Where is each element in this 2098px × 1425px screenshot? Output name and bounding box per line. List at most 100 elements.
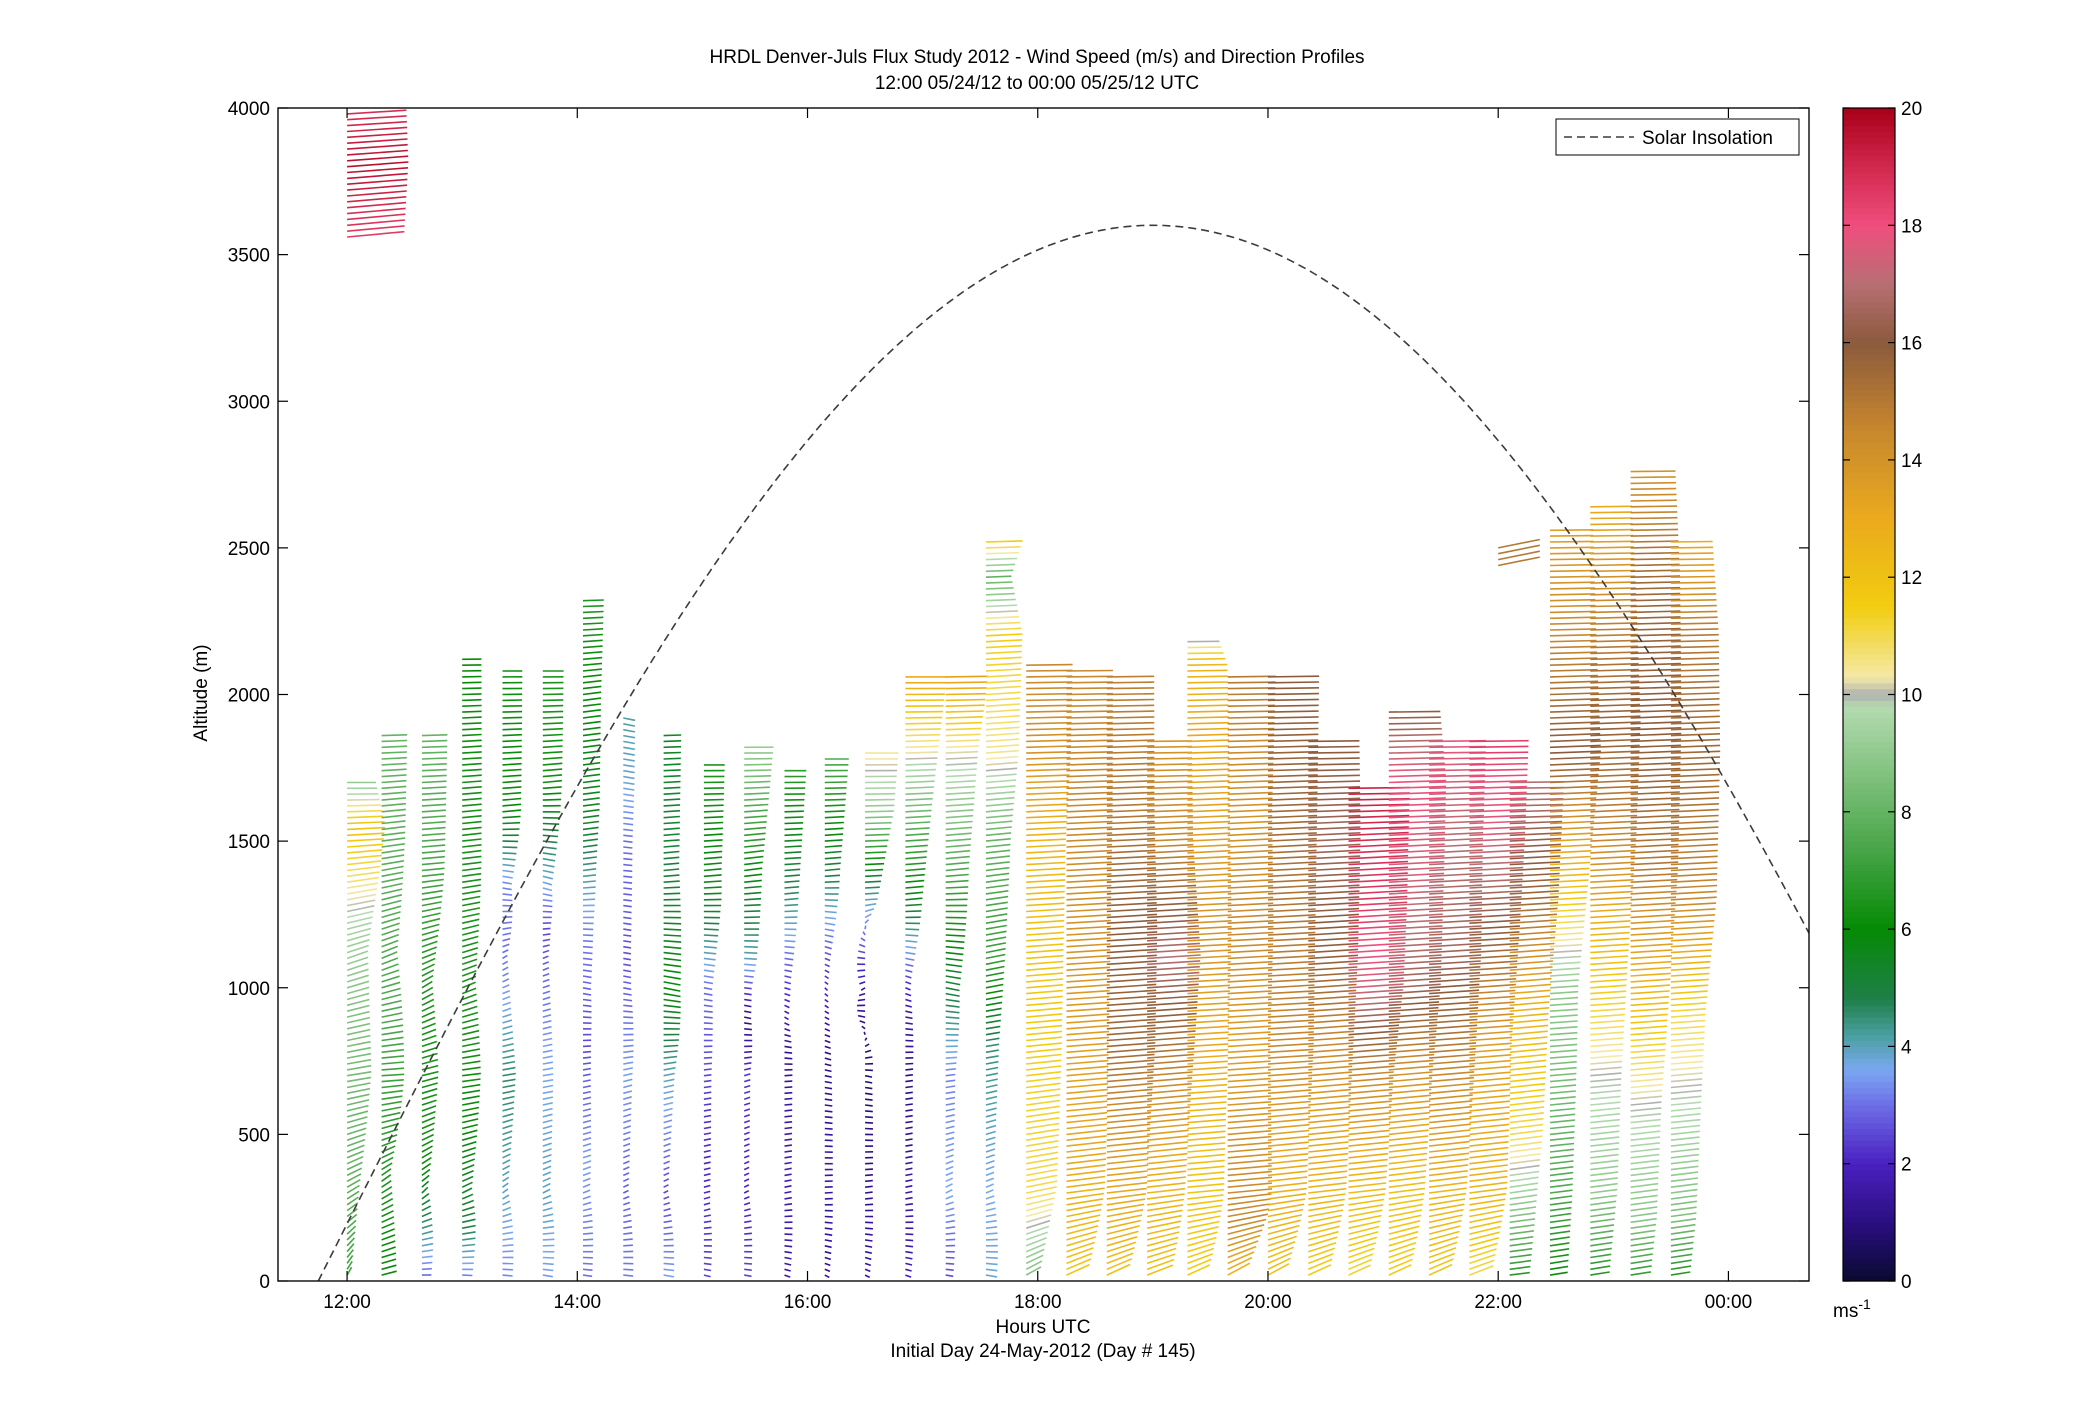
wind-barb (623, 940, 632, 943)
wind-barb (1106, 733, 1155, 737)
wind-barb (985, 1124, 997, 1130)
wind-barb (1670, 867, 1718, 872)
wind-barb (784, 1274, 791, 1278)
wind-barb (1630, 867, 1679, 872)
wind-barb (1630, 1171, 1659, 1177)
wind-barb (623, 922, 632, 926)
wind-barb (985, 1101, 997, 1106)
wind-barb (1026, 966, 1064, 971)
wind-barb (1630, 487, 1677, 490)
wind-barb (421, 774, 447, 778)
wind-barb (582, 1201, 592, 1206)
wind-barb (1549, 1183, 1573, 1188)
colorbar-band (1843, 436, 1895, 443)
wind-barb (1106, 1236, 1138, 1247)
wind-barb (743, 1189, 750, 1194)
wind-barb (623, 1154, 630, 1159)
wind-barb (1106, 1247, 1135, 1259)
wind-barb (582, 1177, 591, 1183)
y-axis-label: Altitude (m) (191, 644, 212, 741)
wind-barb (1066, 960, 1111, 966)
wind-barb (663, 1050, 678, 1054)
wind-barb (1267, 1170, 1308, 1177)
wind-barb (784, 856, 802, 860)
wind-barb (502, 1182, 509, 1188)
wind-barb (743, 1149, 750, 1153)
colorbar-band (1843, 448, 1895, 455)
wind-barb (985, 814, 1013, 819)
wind-barb (1308, 1241, 1337, 1253)
wind-barb (1066, 1083, 1108, 1089)
y-tick-label: 3500 (228, 246, 270, 267)
colorbar-band (1843, 213, 1895, 221)
wind-barb (1549, 1061, 1577, 1065)
wind-barb (824, 1028, 831, 1032)
wind-barb (945, 797, 975, 801)
wind-barb (663, 1189, 669, 1194)
wind-barb (703, 1214, 711, 1218)
wind-barb (1630, 1072, 1664, 1077)
wind-barb (1267, 1071, 1313, 1077)
colorbar-band (1843, 371, 1895, 379)
wind-barb (743, 1166, 750, 1171)
wind-barb (1308, 1013, 1356, 1018)
wind-barb (1590, 1060, 1623, 1065)
wind-barb (703, 810, 724, 813)
wind-barb (462, 1036, 480, 1042)
wind-barb (462, 1095, 480, 1100)
wind-barb (985, 947, 1006, 954)
wind-barb (1106, 1065, 1154, 1071)
wind-barb (1509, 1106, 1545, 1112)
colorbar-band (1843, 776, 1895, 784)
wind-profile (784, 769, 807, 1278)
wind-barb (462, 768, 482, 772)
wind-barb (1670, 960, 1711, 966)
wind-barb (663, 792, 681, 795)
wind-barb (381, 987, 401, 995)
wind-barb (381, 1186, 393, 1194)
wind-barb (1187, 984, 1231, 989)
wind-barb (1429, 768, 1486, 772)
wind-barb (859, 1020, 866, 1024)
wind-barb (1388, 1230, 1419, 1241)
wind-barb (744, 1062, 752, 1065)
wind-barb (985, 983, 1004, 989)
wind-barb (1388, 802, 1446, 807)
wind-barb (381, 1024, 404, 1030)
wind-barb (1187, 885, 1232, 889)
colorbar-band (1843, 976, 1895, 983)
wind-barb (1147, 1112, 1190, 1118)
wind-barb (1509, 1200, 1537, 1206)
wind-barb (1630, 476, 1676, 479)
wind-barb (623, 992, 632, 996)
wind-barb (462, 1054, 481, 1059)
wind-barb (663, 1226, 673, 1229)
wind-barb (1147, 1036, 1196, 1042)
wind-barb (1267, 1246, 1294, 1259)
wind-barb (1670, 908, 1716, 913)
colorbar-band (1843, 424, 1895, 432)
wind-barb (1147, 757, 1193, 760)
wind-barb (1388, 1258, 1413, 1271)
wind-barb (985, 738, 1020, 743)
wind-barb (1106, 745, 1155, 749)
wind-barb (582, 639, 603, 643)
wind-barb (1549, 552, 1594, 555)
wind-barb (1549, 1136, 1575, 1141)
wind-barb (905, 1028, 914, 1031)
wind-barb (744, 951, 758, 954)
wind-barb (1308, 797, 1361, 801)
wind-barb (1187, 978, 1231, 983)
wind-barb (1026, 1134, 1059, 1141)
wind-barb (1549, 838, 1593, 842)
wind-barb (1549, 791, 1597, 795)
wind-barb (1308, 774, 1360, 778)
wind-barb (1630, 1241, 1655, 1247)
wind-barb (1590, 1072, 1622, 1077)
wind-barb (945, 1171, 954, 1177)
colorbar-band (1843, 348, 1895, 355)
wind-barb (1670, 1019, 1706, 1024)
wind-barb (1428, 1198, 1466, 1206)
wind-barb (1509, 971, 1553, 977)
wind-barb (421, 889, 443, 895)
